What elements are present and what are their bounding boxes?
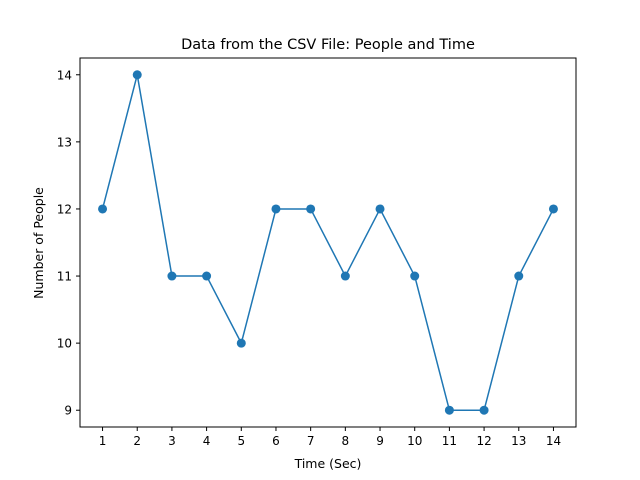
data-point <box>306 204 316 214</box>
y-tick-label: 9 <box>64 404 72 418</box>
data-point <box>271 204 281 214</box>
series-layer <box>98 70 558 415</box>
data-point <box>167 271 177 281</box>
x-tick-label: 13 <box>511 434 526 448</box>
data-point <box>444 405 454 415</box>
data-point <box>548 204 558 214</box>
y-tick-label: 12 <box>57 202 72 216</box>
data-point <box>514 271 524 281</box>
x-tick-label: 12 <box>476 434 491 448</box>
x-tick-label: 1 <box>99 434 107 448</box>
data-point <box>375 204 385 214</box>
x-tick-label: 4 <box>203 434 211 448</box>
y-axis-label: Number of People <box>31 187 46 299</box>
x-tick-label: 11 <box>442 434 457 448</box>
y-tick-label: 14 <box>57 68 72 82</box>
x-axis-ticks: 1 2 3 4 5 6 7 8 9 10 11 12 13 14 <box>99 427 561 448</box>
y-tick-label: 10 <box>57 337 72 351</box>
series-line <box>101 74 555 411</box>
data-point <box>479 405 489 415</box>
x-tick-label: 14 <box>546 434 561 448</box>
chart-title: Data from the CSV File: People and Time <box>181 37 475 53</box>
x-tick-label: 10 <box>407 434 422 448</box>
x-tick-label: 2 <box>133 434 141 448</box>
x-axis-label: Time (Sec) <box>294 456 362 471</box>
y-axis-ticks: 9 10 11 12 13 14 <box>57 68 80 418</box>
x-tick-label: 7 <box>307 434 315 448</box>
plot-area-frame <box>79 57 577 428</box>
x-tick-label: 6 <box>272 434 280 448</box>
x-tick-label: 9 <box>376 434 384 448</box>
data-point <box>410 271 420 281</box>
x-tick-label: 8 <box>342 434 350 448</box>
x-tick-label: 5 <box>237 434 245 448</box>
x-tick-label: 3 <box>168 434 176 448</box>
data-point <box>132 70 142 80</box>
data-point <box>236 338 246 348</box>
data-point <box>340 271 350 281</box>
data-point <box>98 204 108 214</box>
data-point <box>202 271 212 281</box>
y-tick-label: 11 <box>57 270 72 284</box>
y-tick-label: 13 <box>57 135 72 149</box>
